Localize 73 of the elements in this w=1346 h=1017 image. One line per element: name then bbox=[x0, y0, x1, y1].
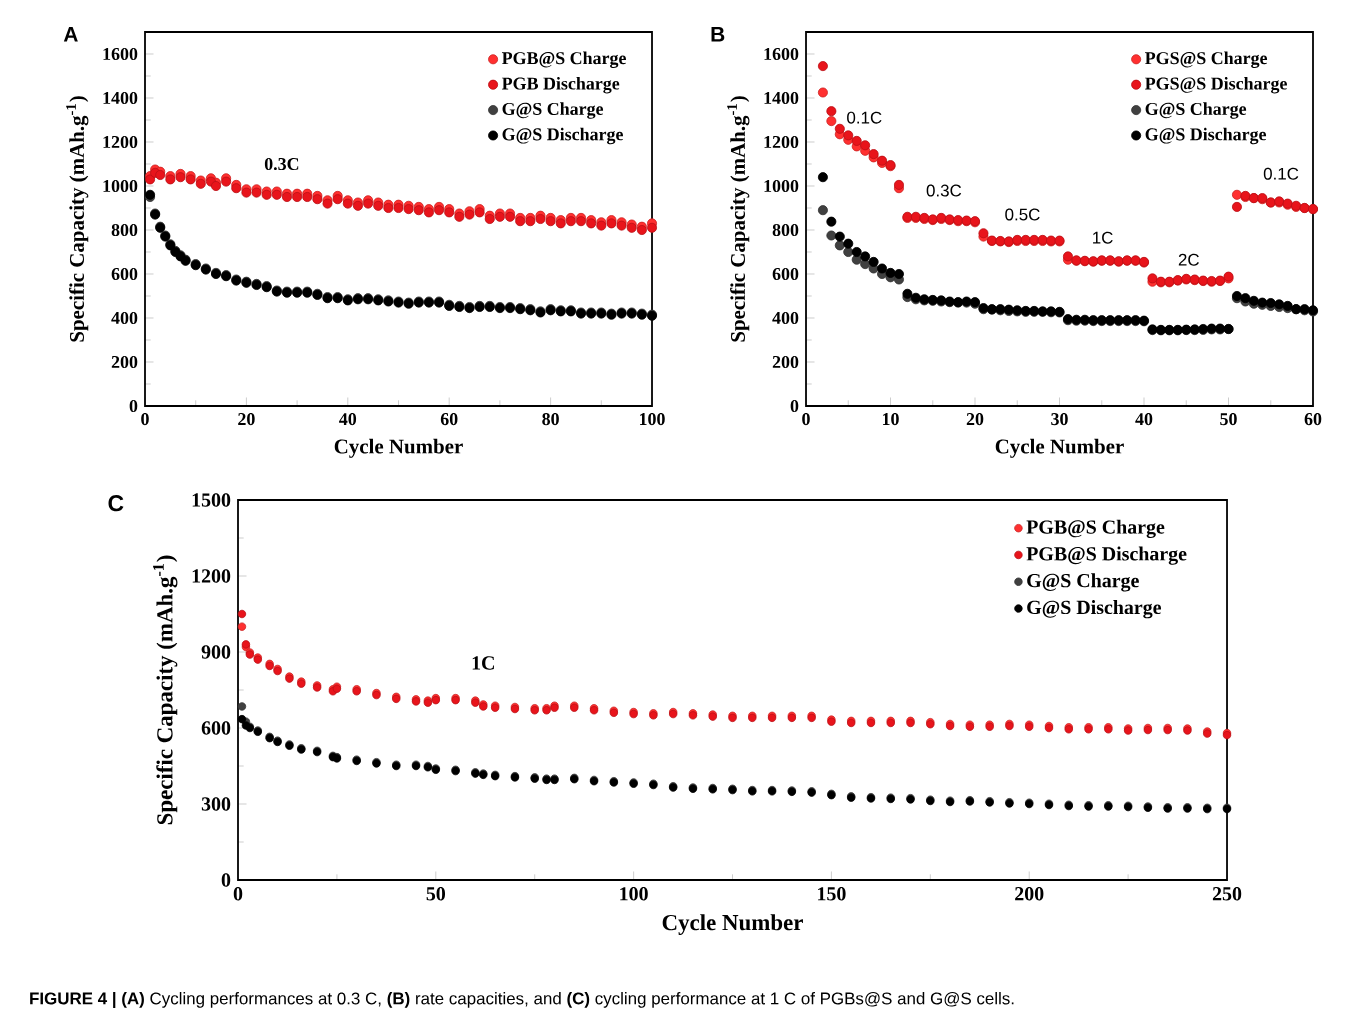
y-axis-title: Specific Capacity (mAh.g$^{-1}$) bbox=[153, 555, 178, 825]
legend-label: PGB@S Charge bbox=[1026, 519, 1165, 538]
legend-label: G@S Charge bbox=[1145, 102, 1247, 119]
x-tick-label: 20 bbox=[966, 413, 984, 426]
y-tick-label: 600 bbox=[201, 721, 231, 735]
y-tick-label: 1400 bbox=[103, 91, 138, 105]
x-tick-label: 250 bbox=[1212, 887, 1242, 901]
y-tick-label: 0 bbox=[790, 399, 799, 413]
annotation: 0.3C bbox=[926, 184, 962, 197]
chart-title: A bbox=[63, 27, 78, 42]
y-tick-label: 600 bbox=[111, 267, 138, 281]
y-tick-label: 900 bbox=[201, 645, 231, 659]
text: FIGURE 4 | (A) Cycling performances at 0.3 C, (B) rate capacities, and (C) cycling performance at 1 C of PGBs@S and G@S cells. bbox=[30, 991, 1014, 1008]
y-tick-label: 400 bbox=[772, 311, 799, 325]
annotation: 1C bbox=[472, 656, 494, 670]
y-tick-label: 600 bbox=[772, 267, 799, 281]
y-tick-label: 1200 bbox=[103, 135, 138, 149]
y-tick-label: 300 bbox=[201, 797, 231, 811]
legend-label: G@S Discharge bbox=[502, 127, 623, 145]
y-tick-label: 800 bbox=[772, 223, 799, 237]
x-tick-label: 50 bbox=[1220, 413, 1237, 426]
chart-title: B bbox=[711, 27, 725, 42]
y-tick-label: 1600 bbox=[103, 47, 138, 61]
y-tick-label: 1200 bbox=[764, 135, 799, 149]
x-tick-label: 200 bbox=[1015, 887, 1044, 901]
y-tick-label: 1600 bbox=[764, 47, 799, 61]
x-tick-label: 60 bbox=[440, 413, 458, 426]
legend-label: G@S Charge bbox=[502, 102, 604, 119]
x-tick-label: 60 bbox=[1304, 413, 1322, 426]
x-tick-label: 30 bbox=[1051, 413, 1068, 426]
annotation: 0.1C bbox=[847, 111, 882, 124]
annotation: 0.5C bbox=[1005, 208, 1040, 221]
x-tick-label: 40 bbox=[339, 413, 357, 426]
x-tick-label: 20 bbox=[238, 413, 255, 426]
x-axis-title: Cycle Number bbox=[334, 438, 463, 458]
legend-label: PGB Discharge bbox=[501, 76, 620, 94]
x-tick-label: 0 bbox=[233, 887, 243, 901]
y-axis-title: Specific Capacity (mAh.g$^{-1}$) bbox=[727, 96, 750, 342]
annotation: 2C bbox=[1178, 253, 1199, 266]
x-axis-title: Cycle Number bbox=[662, 914, 803, 935]
legend-label: PGS@S Charge bbox=[1145, 51, 1268, 68]
y-tick-label: 400 bbox=[111, 311, 138, 325]
y-tick-label: 1200 bbox=[192, 569, 231, 583]
legend-label: G@S Discharge bbox=[1145, 127, 1267, 145]
x-tick-label: 0 bbox=[802, 413, 810, 426]
legend-label: G@S Discharge bbox=[1027, 600, 1162, 619]
x-tick-label: 0 bbox=[141, 413, 149, 426]
y-tick-label: 800 bbox=[111, 223, 138, 237]
x-tick-label: 80 bbox=[542, 413, 559, 426]
x-tick-label: 150 bbox=[818, 887, 846, 901]
x-tick-label: 40 bbox=[1135, 413, 1153, 426]
legend-label: PGB@S Discharge bbox=[1026, 546, 1187, 565]
legend-label: PGS@S Discharge bbox=[1145, 76, 1287, 94]
chart-title: C bbox=[108, 495, 124, 512]
x-tick-label: 100 bbox=[639, 413, 665, 426]
y-tick-label: 1000 bbox=[103, 179, 138, 193]
legend-label: PGB@S Charge bbox=[501, 51, 626, 68]
y-tick-label: 1500 bbox=[192, 493, 231, 507]
x-tick-label: 10 bbox=[882, 413, 899, 426]
x-axis-title: Cycle Number bbox=[995, 438, 1124, 458]
y-tick-label: 200 bbox=[111, 355, 138, 369]
x-tick-label: 50 bbox=[426, 887, 446, 901]
y-tick-label: 0 bbox=[221, 873, 231, 887]
y-tick-label: 0 bbox=[129, 399, 138, 413]
legend-label: G@S Charge bbox=[1027, 573, 1139, 592]
y-axis-title: Specific Capacity (mAh.g$^{-1}$) bbox=[66, 96, 89, 342]
x-tick-label: 100 bbox=[620, 887, 648, 901]
annotation: 1C bbox=[1093, 231, 1113, 244]
annotation: 0.3C bbox=[264, 157, 299, 171]
annotation: 0.1C bbox=[1263, 167, 1299, 180]
y-tick-label: 1000 bbox=[764, 179, 799, 193]
y-tick-label: 200 bbox=[772, 355, 799, 369]
y-tick-label: 1400 bbox=[764, 91, 799, 105]
